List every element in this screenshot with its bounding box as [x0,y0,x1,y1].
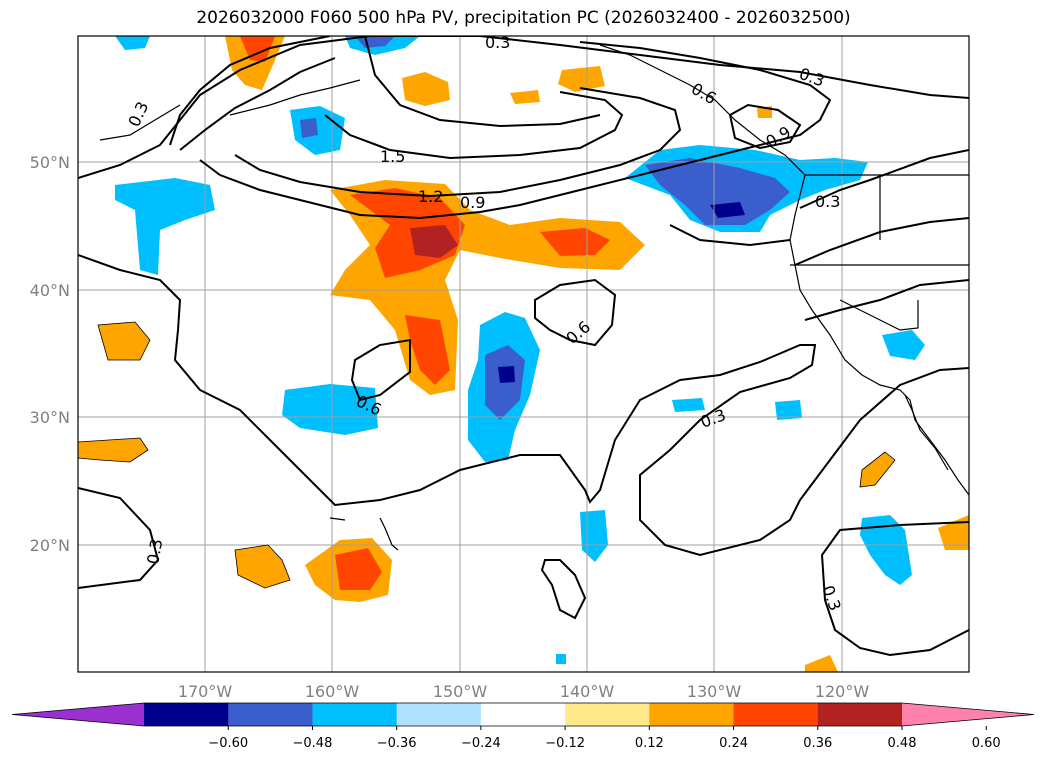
colorbar-tick-label: 0.24 [719,736,748,751]
precip-fill-layer [78,36,969,672]
colorbar-tick-label: −0.12 [545,736,585,751]
map-title: 2026032000 F060 500 hPa PV, precipitatio… [196,8,851,28]
colorbar: −0.60 −0.48 −0.36 −0.24 −0.12 0.12 0.24 0.36 0.4… [11,702,1035,751]
lat-tick-label: 50°N [30,153,70,172]
colorbar-tick-label: 0.60 [972,736,1001,751]
lon-tick-label: 150°W [433,682,488,701]
colorbar-extend-max [902,703,1034,726]
colorbar-segment [480,703,566,726]
colorbar-segment [565,703,650,726]
colorbar-tick-label: 0.48 [888,736,917,751]
lon-tick-label: 140°W [560,682,615,701]
colorbar-tick-label: −0.60 [208,736,248,751]
colorbar-tick-label: −0.48 [293,736,333,751]
colorbar-tick-label: −0.36 [377,736,417,751]
colorbar-segment [817,703,903,726]
lon-tick-label: 120°W [815,682,870,701]
colorbar-tick-label: −0.24 [461,736,501,751]
pv-contour-label: 0.3 [815,192,840,211]
pv-contours [78,36,969,657]
lat-tick-label: 30°N [30,408,70,427]
precip-outlines [78,321,896,589]
coastlines [99,44,969,551]
lat-tick-labels: 50°N 40°N 30°N 20°N [30,153,70,555]
pv-contour-label: 1.2 [418,187,443,206]
lon-tick-labels: 170°W 160°W 150°W 140°W 130°W 120°W [178,682,870,701]
colorbar-segment [649,703,735,726]
colorbar-segment [733,703,819,726]
lat-tick-label: 20°N [30,536,70,555]
pv-contour-label: 1.5 [380,147,405,166]
colorbar-segment [144,703,229,726]
lon-tick-label: 160°W [305,682,360,701]
colorbar-segment [228,703,313,726]
colorbar-extend-min [12,703,144,726]
lat-tick-label: 40°N [30,281,70,300]
pv-contour-label: 0.9 [460,193,485,212]
lon-tick-label: 130°W [687,682,742,701]
colorbar-tick-label: 0.12 [635,736,664,751]
pv-contour-label: 0.3 [485,33,510,52]
pv-contour-label: 0.3 [143,537,166,565]
map-border [77,35,970,673]
colorbar-segment [396,703,482,726]
colorbar-outline [11,702,1035,727]
colorbar-tick-label: 0.36 [803,736,832,751]
map-gridlines [78,36,969,672]
lon-tick-label: 170°W [178,682,233,701]
colorbar-segment [312,703,398,726]
